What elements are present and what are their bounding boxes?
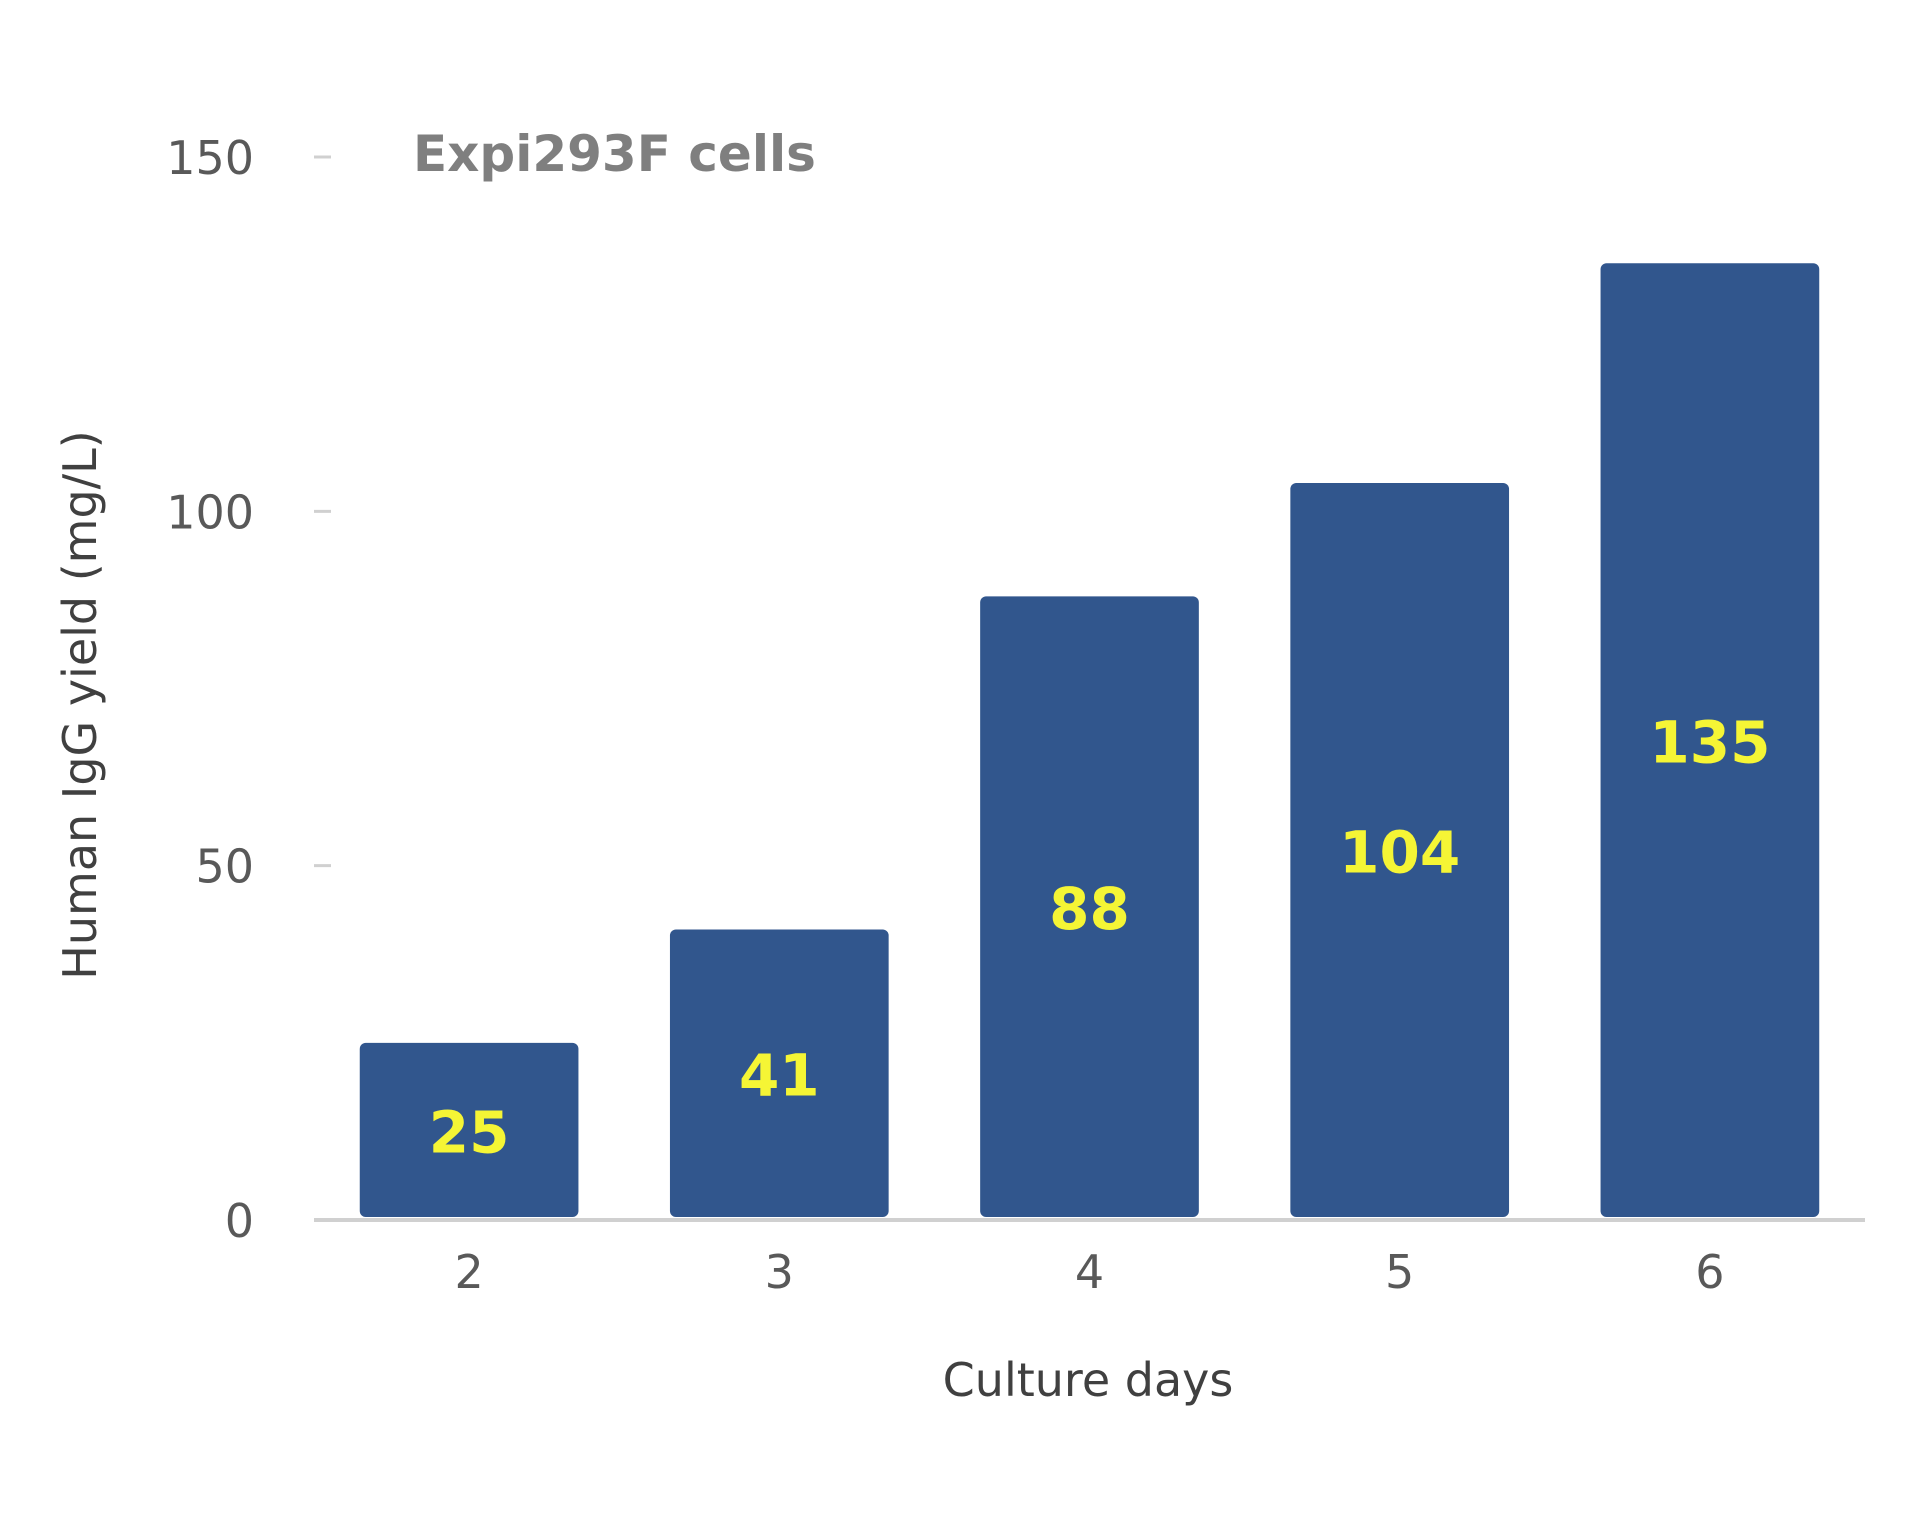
y-tick-label: 150 <box>166 131 254 185</box>
y-axis-title: Human IgG yield (mg/L) <box>53 430 107 979</box>
x-tick-label: 5 <box>1385 1245 1414 1299</box>
x-tick-label: 2 <box>454 1245 483 1299</box>
data-label: 104 <box>1339 818 1460 886</box>
x-tick-label: 3 <box>765 1245 794 1299</box>
bar-day-3 <box>669 929 889 1217</box>
data-label: 25 <box>429 1098 510 1166</box>
y-tick-label: 0 <box>225 1194 254 1248</box>
y-tick-label: 100 <box>166 485 254 539</box>
bar-day-6 <box>1600 263 1820 1217</box>
x-tick-label: 6 <box>1695 1245 1724 1299</box>
y-tick-label: 50 <box>195 840 254 894</box>
bar-day-4 <box>980 596 1199 1217</box>
data-label: 135 <box>1649 709 1770 777</box>
x-axis-title: Culture days <box>943 1353 1234 1407</box>
bar-day-2 <box>359 1042 579 1217</box>
x-tick-label: 4 <box>1075 1245 1104 1299</box>
chart-title: Expi293F cells <box>413 125 816 183</box>
data-label: 41 <box>739 1042 820 1110</box>
bar-day-5 <box>1290 482 1510 1217</box>
data-label: 88 <box>1049 875 1130 943</box>
